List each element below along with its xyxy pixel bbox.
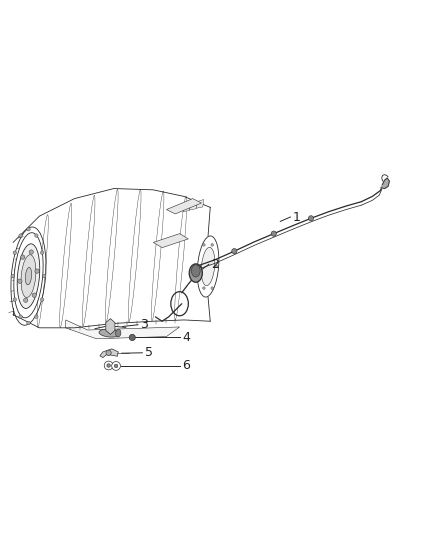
Polygon shape bbox=[183, 203, 191, 212]
Ellipse shape bbox=[191, 265, 200, 277]
Text: 2: 2 bbox=[211, 258, 219, 271]
Polygon shape bbox=[381, 178, 389, 189]
Circle shape bbox=[202, 287, 205, 289]
Circle shape bbox=[19, 315, 22, 319]
Circle shape bbox=[215, 265, 218, 268]
Circle shape bbox=[19, 234, 22, 237]
Ellipse shape bbox=[99, 329, 120, 337]
Polygon shape bbox=[190, 201, 197, 210]
Circle shape bbox=[35, 234, 38, 237]
Circle shape bbox=[40, 251, 44, 254]
Circle shape bbox=[13, 251, 17, 254]
Circle shape bbox=[107, 364, 110, 367]
Circle shape bbox=[114, 364, 118, 368]
Circle shape bbox=[211, 287, 213, 289]
Ellipse shape bbox=[116, 329, 121, 337]
Circle shape bbox=[24, 298, 28, 302]
Text: 5: 5 bbox=[145, 346, 152, 359]
Ellipse shape bbox=[25, 268, 32, 285]
Polygon shape bbox=[106, 319, 115, 334]
Circle shape bbox=[198, 265, 201, 268]
Ellipse shape bbox=[14, 233, 43, 318]
Polygon shape bbox=[196, 199, 204, 208]
Text: 3: 3 bbox=[140, 318, 148, 331]
Circle shape bbox=[112, 361, 120, 370]
Circle shape bbox=[104, 361, 113, 370]
Circle shape bbox=[129, 334, 135, 341]
Ellipse shape bbox=[197, 236, 219, 297]
Circle shape bbox=[29, 250, 33, 254]
Polygon shape bbox=[166, 199, 201, 214]
Polygon shape bbox=[100, 349, 118, 358]
Circle shape bbox=[211, 244, 213, 246]
Circle shape bbox=[42, 274, 46, 278]
Circle shape bbox=[106, 350, 111, 356]
Circle shape bbox=[271, 231, 276, 236]
Ellipse shape bbox=[21, 255, 36, 297]
Circle shape bbox=[18, 279, 22, 284]
Text: 4: 4 bbox=[182, 331, 190, 344]
Circle shape bbox=[32, 293, 36, 297]
Text: 1: 1 bbox=[293, 211, 300, 223]
Ellipse shape bbox=[189, 264, 202, 282]
Circle shape bbox=[35, 269, 39, 273]
Circle shape bbox=[232, 248, 237, 254]
Circle shape bbox=[35, 315, 38, 319]
Polygon shape bbox=[66, 320, 180, 339]
Ellipse shape bbox=[201, 247, 215, 286]
Circle shape bbox=[27, 228, 30, 231]
Circle shape bbox=[11, 274, 14, 278]
Circle shape bbox=[40, 298, 44, 301]
Circle shape bbox=[21, 255, 25, 259]
Circle shape bbox=[202, 244, 205, 246]
Text: 6: 6 bbox=[182, 359, 190, 373]
Circle shape bbox=[13, 298, 17, 301]
Circle shape bbox=[308, 216, 314, 221]
Ellipse shape bbox=[17, 244, 40, 309]
Circle shape bbox=[27, 321, 30, 325]
Polygon shape bbox=[153, 233, 188, 248]
